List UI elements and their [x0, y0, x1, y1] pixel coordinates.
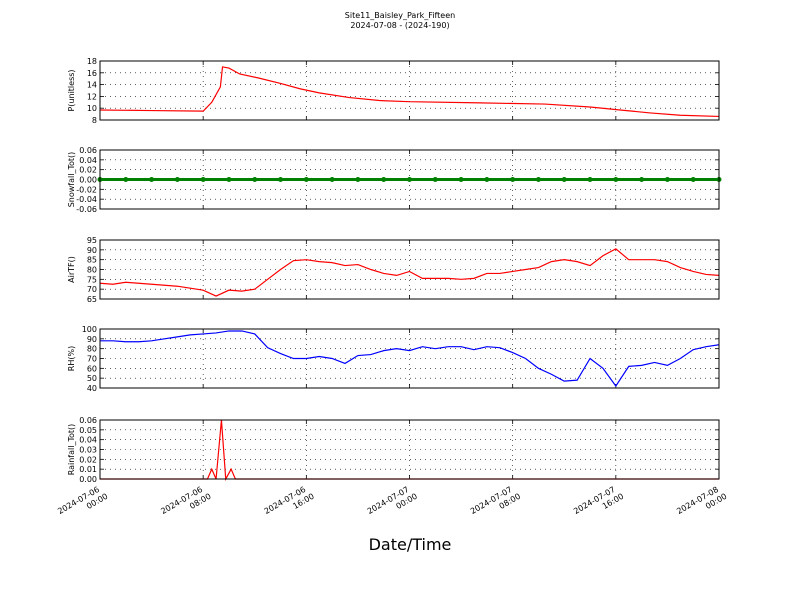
data-line — [99, 66, 720, 118]
y-tick-label: -0.04 — [76, 195, 97, 204]
data-point — [226, 177, 232, 182]
y-tick-label: 85 — [87, 256, 97, 265]
y-tick-label: 0.05 — [79, 426, 97, 435]
y-tick-label: 0.02 — [79, 166, 97, 175]
y-tick-label: 16 — [87, 69, 97, 78]
data-point — [329, 177, 335, 182]
y-tick-label: 100 — [82, 325, 97, 334]
data-point — [174, 177, 180, 182]
data-point — [613, 177, 619, 182]
x-tick-label: 2024-07-0708:00 — [469, 483, 522, 525]
data-point — [587, 177, 593, 182]
y-tick-label: 0.04 — [79, 436, 97, 445]
y-tick-label: 8 — [92, 116, 97, 125]
x-tick-label: 2024-07-0608:00 — [159, 483, 212, 525]
y-tick-label: 95 — [87, 236, 97, 245]
y-tick-label: 40 — [87, 384, 97, 393]
data-point — [149, 177, 155, 182]
y-axis-label: Snowfall_Tot() — [67, 152, 76, 208]
data-line — [100, 330, 720, 388]
y-axis-label: Rainfall_Tot() — [67, 424, 76, 476]
y-tick-label: -0.02 — [76, 185, 97, 194]
data-point — [381, 177, 387, 182]
chart-title: Site11_Baisley_Park_Fifteen — [345, 11, 455, 20]
y-tick-label: 0.03 — [79, 446, 97, 455]
plot-frame — [99, 419, 720, 480]
chart-subtitle: 2024-07-08 - (2024-190) — [350, 21, 449, 30]
data-point — [355, 177, 361, 182]
data-point — [278, 177, 284, 182]
x-tick-label: 2024-07-0700:00 — [366, 483, 419, 525]
y-tick-label: 0.00 — [79, 475, 97, 484]
y-tick-label: 90 — [87, 335, 97, 344]
data-point — [561, 177, 567, 182]
x-tick-label: 2024-07-0800:00 — [675, 483, 728, 525]
plot-frame — [99, 239, 720, 300]
y-tick-label: 0.04 — [79, 156, 97, 165]
data-point — [690, 177, 696, 182]
data-point — [535, 177, 541, 182]
y-tick-label: 18 — [87, 57, 97, 66]
x-tick-label: 2024-07-0600:00 — [56, 483, 109, 525]
data-point — [200, 177, 206, 182]
y-tick-label: 0.06 — [79, 146, 97, 155]
y-tick-label: 70 — [87, 355, 97, 364]
data-line — [99, 248, 720, 297]
y-tick-label: 60 — [87, 364, 97, 373]
data-point — [639, 177, 645, 182]
y-tick-label: 12 — [87, 92, 97, 101]
y-tick-label: 80 — [87, 345, 97, 354]
y-tick-label: 50 — [87, 374, 97, 383]
y-tick-label: 0.01 — [79, 465, 97, 474]
y-tick-label: 75 — [87, 275, 97, 284]
y-tick-label: 80 — [87, 266, 97, 275]
data-point — [484, 177, 490, 182]
y-axis-label: AirTF() — [67, 256, 76, 283]
y-tick-label: 0.06 — [79, 416, 97, 425]
y-tick-label: 0.02 — [79, 455, 97, 464]
y-tick-label: 14 — [87, 81, 97, 90]
plot-frame — [99, 328, 720, 389]
y-tick-label: -0.06 — [76, 205, 97, 214]
y-tick-label: 0.00 — [79, 176, 97, 185]
x-tick-label: 2024-07-0716:00 — [572, 483, 625, 525]
y-tick-label: 70 — [87, 285, 97, 294]
x-tick-label: 2024-07-0616:00 — [263, 483, 316, 525]
data-point — [664, 177, 670, 182]
data-point — [458, 177, 464, 182]
plot-frame — [99, 149, 720, 210]
y-axis-label: P(unitless) — [67, 69, 76, 111]
y-tick-label: 10 — [87, 104, 97, 113]
y-tick-label: 90 — [87, 246, 97, 255]
data-point — [407, 177, 412, 182]
data-point — [510, 177, 516, 182]
plot-frame — [99, 60, 720, 121]
data-point — [252, 177, 258, 182]
data-point — [432, 177, 438, 182]
data-point — [123, 177, 129, 182]
y-tick-label: 65 — [87, 295, 97, 304]
x-axis-label: Date/Time — [369, 535, 452, 554]
y-axis-label: RH(%) — [67, 346, 76, 371]
data-point — [303, 177, 309, 182]
